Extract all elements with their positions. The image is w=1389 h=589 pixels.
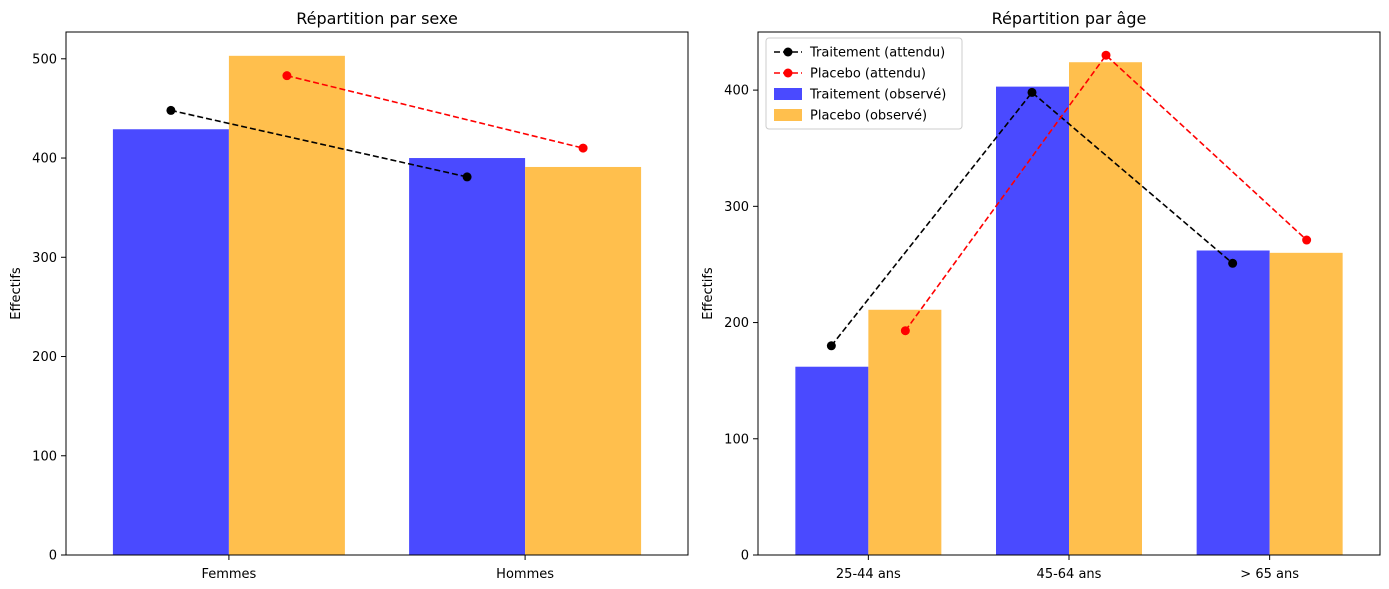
chart-title: Répartition par âge [992,9,1147,28]
bar-placebo-2 [1269,252,1343,556]
point-placebo-attendu-1 [578,143,588,153]
y-axis-label: Effectifs [9,267,24,320]
point-traitement-attendu-2 [1228,258,1238,268]
x-tick-label-2: > 65 ans [1240,567,1299,582]
chart-sex: 0 100 200 300 400 500 Femmes Hommes Répartition … [9,9,689,582]
x-tick-label-0: 25-44 ans [836,567,901,582]
bar-traitement-0 [112,129,229,555]
point-traitement-attendu-0 [826,341,836,351]
y-tick-label-1: 100 [32,449,57,464]
y-tick-label-3: 300 [724,200,749,215]
line-traitement-attendu [170,109,468,178]
y-axis-label: Effectifs [701,267,716,320]
bar-traitement-1 [409,158,526,555]
bar-placebo-0 [228,55,345,555]
bar-placebo-1 [525,166,642,555]
point-placebo-attendu-2 [1302,235,1312,245]
plot-frame [65,31,689,556]
bar-placebo-0 [868,309,942,555]
line-placebo-attendu [286,74,584,149]
legend-swatch-bar-3 [774,109,802,121]
legend: Traitement (attendu) Placebo (attendu) Tra… [765,37,963,130]
bar-traitement-0 [795,366,869,555]
y-tick-label-5: 500 [32,52,57,67]
legend-swatch-marker-0 [783,47,793,57]
y-tick-label-0: 0 [49,549,57,564]
y-tick-label-4: 400 [724,84,749,99]
chart-age: 0 100 200 300 400 25-44 ans 45-64 ans > 65 ans R… [701,9,1381,582]
legend-label-1: Placebo (attendu) [810,67,926,82]
point-traitement-attendu-1 [1027,87,1037,97]
legend-label-3: Placebo (observé) [810,109,927,124]
x-tick-label-1: Hommes [496,567,554,582]
point-placebo-attendu-0 [900,326,910,336]
point-traitement-attendu-1 [462,172,472,182]
line-traitement-attendu [830,91,1234,347]
legend-swatch-marker-1 [783,68,793,78]
y-tick-label-2: 200 [32,350,57,365]
legend-label-2: Traitement (observé) [809,88,946,103]
bar-placebo-1 [1069,62,1142,556]
bar-traitement-2 [1196,250,1270,555]
y-tick-label-2: 200 [724,316,749,331]
bar-traitement-1 [996,86,1069,555]
y-tick-label-4: 400 [32,152,57,167]
legend-swatch-bar-2 [774,88,802,100]
point-traitement-attendu-0 [166,105,176,115]
y-tick-label-3: 300 [32,251,57,266]
chart-title: Répartition par sexe [296,9,458,28]
line-placebo-attendu [904,54,1308,332]
point-placebo-attendu-1 [1101,50,1111,60]
point-placebo-attendu-0 [282,71,292,81]
legend-label-0: Traitement (attendu) [809,46,945,61]
y-tick-label-0: 0 [741,549,749,564]
legend-box [765,37,963,130]
x-tick-label-0: Femmes [201,567,256,582]
x-tick-label-1: 45-64 ans [1037,567,1102,582]
y-tick-label-1: 100 [724,432,749,447]
